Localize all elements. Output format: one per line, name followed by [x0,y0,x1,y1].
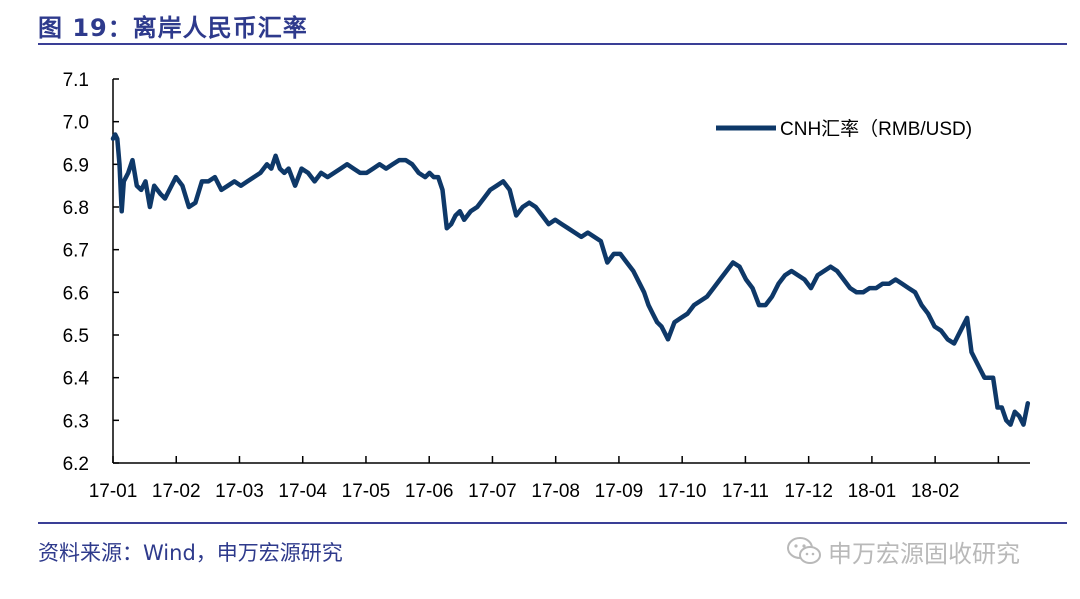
source-note: 资料来源：Wind，申万宏源研究 [38,541,343,565]
y-tick-label: 6.2 [63,454,89,475]
y-tick-label: 6.9 [63,155,89,176]
y-tick-label: 6.4 [63,369,90,390]
x-tick-label: 17-12 [784,481,833,502]
chart-axes: 6.2 6.3 6.4 6.5 6.6 6.7 6.8 6.9 7.0 7.1 17-01 17-02… [63,70,1030,502]
x-tick-label: 17-08 [531,481,580,502]
source-rule [38,522,1067,524]
x-tick-label: 17-10 [658,481,707,502]
x-tick-label: 17-06 [405,481,454,502]
x-tick-label: 17-01 [89,481,138,502]
x-tick-label: 17-05 [342,481,391,502]
y-tick-label: 7.0 [63,113,89,134]
cnh-line-chart: 6.2 6.3 6.4 6.5 6.6 6.7 6.8 6.9 7.0 7.1 17-01 17-02… [63,70,1031,502]
x-tick-label: 18-02 [911,481,960,502]
watermark: 申万宏源固收研究 [786,535,1020,568]
y-tick-label: 6.3 [63,411,89,432]
wechat-icon [787,537,821,564]
x-tick-label: 17-03 [215,481,264,502]
x-tick-label: 18-01 [848,481,897,502]
x-tick-label: 17-11 [722,481,769,502]
x-tick-label: 17-02 [152,481,201,502]
x-tick-label: 17-04 [278,481,327,502]
x-tick-label: 17-07 [468,481,517,502]
legend-label: CNH汇率（RMB/USD) [780,118,972,140]
y-tick-label: 6.6 [63,283,89,304]
chart-plot-area [110,132,1031,427]
watermark-text: 申万宏源固收研究 [828,539,1020,568]
y-tick-label: 6.5 [63,326,89,347]
y-tick-label: 6.7 [63,241,89,262]
chart-legend: CNH汇率（RMB/USD) [716,118,972,140]
x-tick-label: 17-09 [595,481,644,502]
title-rule [38,43,1067,45]
series-line-cnh [110,132,1031,427]
y-tick-label: 6.8 [63,198,89,219]
y-tick-label: 7.1 [63,70,89,91]
figure-title: 图 19：离岸人民币汇率 [38,14,308,42]
